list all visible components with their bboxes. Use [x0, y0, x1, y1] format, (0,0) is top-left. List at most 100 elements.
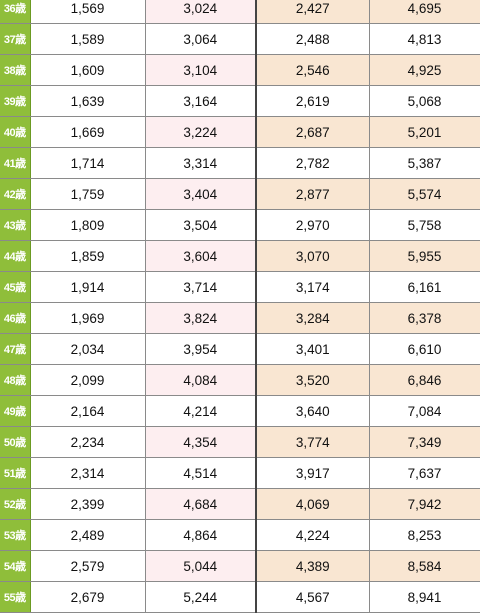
value-cell-col3: 2,877 — [255, 178, 370, 210]
value-cell-col2: 3,404 — [145, 178, 257, 210]
value-cell-col3: 2,546 — [255, 54, 370, 86]
value-cell-col2: 3,024 — [145, 0, 257, 24]
value-cell-col1: 2,234 — [30, 426, 146, 458]
value-cell-col3: 4,069 — [255, 488, 370, 520]
age-cell: 48歳 — [0, 364, 31, 396]
value-cell-col2: 3,604 — [145, 240, 257, 272]
value-cell-col3: 3,284 — [255, 302, 370, 334]
value-cell-col4: 8,253 — [369, 519, 480, 551]
table-row: 41歳 1,714 3,314 2,782 5,387 — [0, 147, 480, 179]
value-cell-col1: 1,669 — [30, 116, 146, 148]
table-row: 40歳 1,669 3,224 2,687 5,201 — [0, 116, 480, 148]
value-cell-col1: 2,034 — [30, 333, 146, 365]
table-row: 43歳 1,809 3,504 2,970 5,758 — [0, 209, 480, 241]
value-cell-col1: 2,099 — [30, 364, 146, 396]
table-row: 46歳 1,969 3,824 3,284 6,378 — [0, 302, 480, 334]
value-cell-col1: 2,579 — [30, 550, 146, 582]
value-cell-col4: 7,349 — [369, 426, 480, 458]
value-cell-col3: 3,401 — [255, 333, 370, 365]
table-row: 54歳 2,579 5,044 4,389 8,584 — [0, 550, 480, 582]
value-cell-col3: 3,070 — [255, 240, 370, 272]
value-cell-col1: 1,759 — [30, 178, 146, 210]
value-cell-col4: 5,574 — [369, 178, 480, 210]
value-cell-col3: 2,619 — [255, 85, 370, 117]
value-cell-col1: 2,679 — [30, 581, 146, 613]
value-cell-col2: 3,104 — [145, 54, 257, 86]
age-cell: 46歳 — [0, 302, 31, 334]
value-cell-col1: 2,314 — [30, 457, 146, 489]
value-cell-col1: 1,589 — [30, 23, 146, 55]
value-cell-col4: 6,846 — [369, 364, 480, 396]
age-cell: 49歳 — [0, 395, 31, 427]
value-cell-col3: 3,520 — [255, 364, 370, 396]
value-cell-col2: 3,504 — [145, 209, 257, 241]
value-cell-col4: 5,955 — [369, 240, 480, 272]
table-row: 50歳 2,234 4,354 3,774 7,349 — [0, 426, 480, 458]
value-cell-col2: 3,824 — [145, 302, 257, 334]
value-cell-col4: 7,942 — [369, 488, 480, 520]
value-cell-col4: 4,695 — [369, 0, 480, 24]
age-cell: 54歳 — [0, 550, 31, 582]
value-cell-col3: 2,687 — [255, 116, 370, 148]
table-row: 49歳 2,164 4,214 3,640 7,084 — [0, 395, 480, 427]
value-cell-col4: 5,201 — [369, 116, 480, 148]
value-cell-col2: 5,244 — [145, 581, 257, 613]
age-cell: 44歳 — [0, 240, 31, 272]
value-cell-col2: 3,954 — [145, 333, 257, 365]
age-cell: 51歳 — [0, 457, 31, 489]
value-cell-col1: 1,914 — [30, 271, 146, 303]
value-cell-col3: 2,427 — [255, 0, 370, 24]
value-cell-col4: 5,068 — [369, 85, 480, 117]
value-cell-col2: 4,514 — [145, 457, 257, 489]
value-cell-col1: 1,809 — [30, 209, 146, 241]
value-cell-col2: 4,084 — [145, 364, 257, 396]
table-row: 52歳 2,399 4,684 4,069 7,942 — [0, 488, 480, 520]
value-cell-col4: 6,161 — [369, 271, 480, 303]
value-cell-col4: 7,637 — [369, 457, 480, 489]
table-row: 44歳 1,859 3,604 3,070 5,955 — [0, 240, 480, 272]
value-cell-col3: 2,488 — [255, 23, 370, 55]
value-cell-col4: 4,925 — [369, 54, 480, 86]
table-row: 55歳 2,679 5,244 4,567 8,941 — [0, 581, 480, 613]
value-cell-col4: 8,941 — [369, 581, 480, 613]
value-cell-col3: 3,774 — [255, 426, 370, 458]
age-cell: 36歳 — [0, 0, 31, 24]
value-cell-col3: 4,224 — [255, 519, 370, 551]
value-cell-col3: 3,640 — [255, 395, 370, 427]
age-cell: 47歳 — [0, 333, 31, 365]
value-cell-col4: 6,378 — [369, 302, 480, 334]
value-cell-col2: 3,314 — [145, 147, 257, 179]
value-cell-col3: 2,782 — [255, 147, 370, 179]
age-cell: 38歳 — [0, 54, 31, 86]
table-row: 45歳 1,914 3,714 3,174 6,161 — [0, 271, 480, 303]
table-row: 39歳 1,639 3,164 2,619 5,068 — [0, 85, 480, 117]
value-cell-col2: 3,064 — [145, 23, 257, 55]
age-cell: 39歳 — [0, 85, 31, 117]
value-cell-col1: 2,489 — [30, 519, 146, 551]
age-cell: 41歳 — [0, 147, 31, 179]
value-cell-col2: 3,164 — [145, 85, 257, 117]
value-cell-col2: 4,864 — [145, 519, 257, 551]
value-cell-col4: 6,610 — [369, 333, 480, 365]
value-cell-col2: 3,224 — [145, 116, 257, 148]
value-cell-col2: 5,044 — [145, 550, 257, 582]
value-cell-col1: 1,639 — [30, 85, 146, 117]
value-cell-col3: 3,917 — [255, 457, 370, 489]
table-row: 38歳 1,609 3,104 2,546 4,925 — [0, 54, 480, 86]
value-cell-col3: 3,174 — [255, 271, 370, 303]
age-cell: 37歳 — [0, 23, 31, 55]
value-cell-col4: 8,584 — [369, 550, 480, 582]
table-row: 42歳 1,759 3,404 2,877 5,574 — [0, 178, 480, 210]
value-cell-col2: 4,354 — [145, 426, 257, 458]
age-cell: 45歳 — [0, 271, 31, 303]
age-cell: 43歳 — [0, 209, 31, 241]
table-row: 53歳 2,489 4,864 4,224 8,253 — [0, 519, 480, 551]
value-cell-col2: 4,214 — [145, 395, 257, 427]
value-cell-col3: 2,970 — [255, 209, 370, 241]
value-cell-col1: 2,399 — [30, 488, 146, 520]
value-cell-col1: 2,164 — [30, 395, 146, 427]
age-cell: 40歳 — [0, 116, 31, 148]
age-cell: 55歳 — [0, 581, 31, 613]
